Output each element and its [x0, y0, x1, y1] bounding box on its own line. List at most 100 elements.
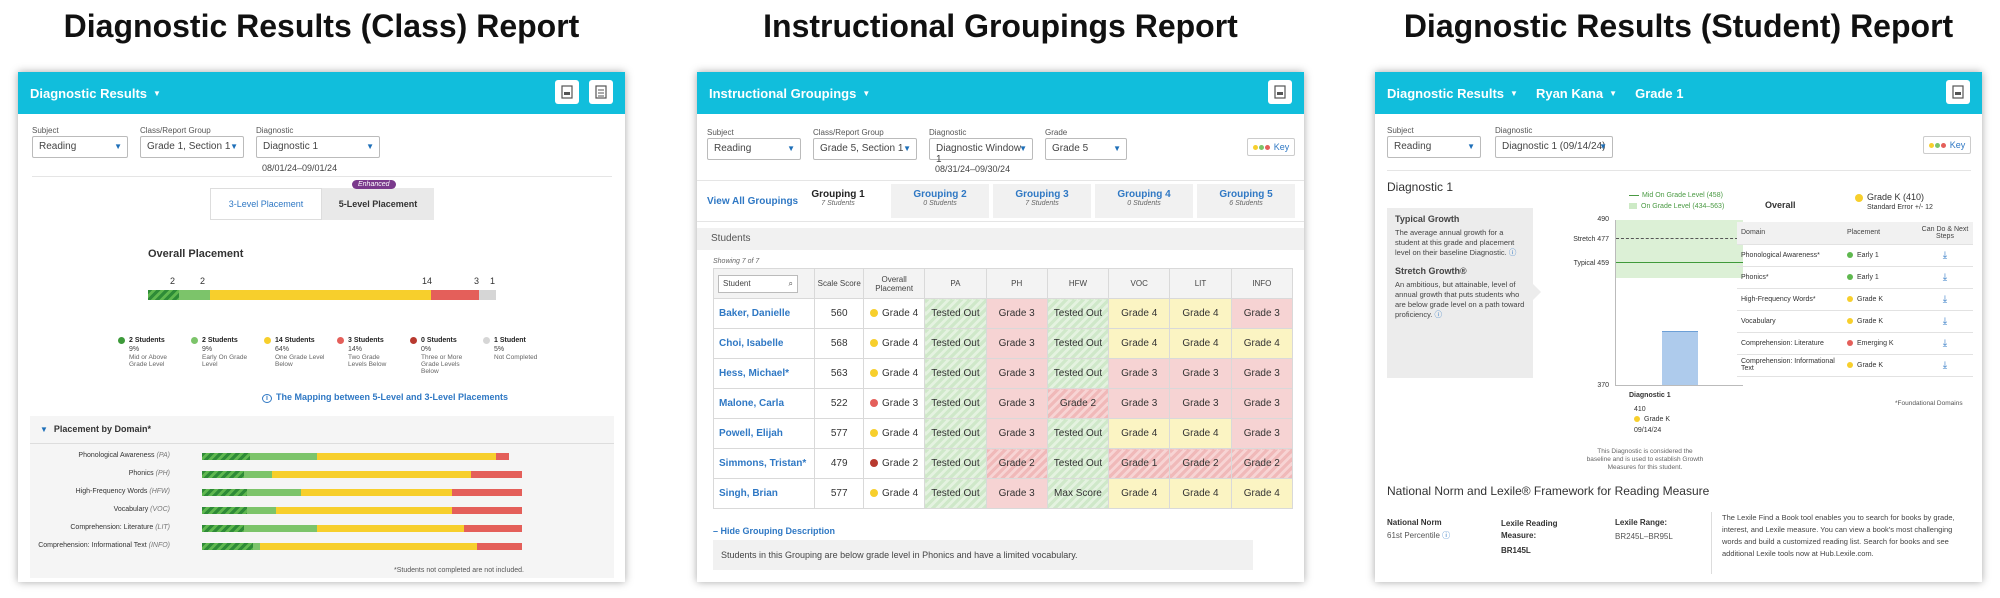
pdf-icon[interactable] — [1268, 80, 1292, 104]
bar-count-1: 2 — [170, 276, 176, 286]
hfw-cell: Grade 2 — [1046, 388, 1110, 419]
subject-select[interactable]: Reading ▼ — [1387, 136, 1481, 158]
group-select[interactable]: Grade 1, Section 1 ▼ — [140, 136, 244, 158]
grade-select[interactable]: Grade 5 ▼ — [1045, 138, 1127, 160]
overall-bar-segment — [179, 290, 210, 300]
view-all-groupings-link[interactable]: View All Groupings — [707, 196, 799, 207]
voc-header[interactable]: VOC — [1108, 268, 1171, 299]
bar-label: Diagnostic 1 — [1629, 392, 1671, 399]
domain-bar-segment — [317, 453, 497, 460]
student-name-link[interactable]: Singh, Brian — [712, 478, 816, 509]
student-report-panel: Diagnostic Results ▼ Ryan Kana ▼ Grade 1 S… — [1375, 72, 1982, 582]
student-name-link[interactable]: Choi, Isabelle — [712, 328, 816, 359]
domain-bar-segment — [202, 543, 254, 550]
download-arrow-icon[interactable]: ⤓ — [1917, 310, 1973, 333]
pdf-icon[interactable] — [1946, 80, 1970, 104]
score-header[interactable]: Scale Score — [814, 268, 865, 299]
table-row[interactable]: Baker, Danielle 560 Grade 4 Tested Out Grade… — [712, 298, 1294, 329]
domain-row: High-Frequency Words* Grade K ⤓ — [1737, 288, 1973, 311]
domain-bar-segment — [470, 471, 522, 478]
table-row[interactable]: Choi, Isabelle 568 Grade 4 Tested Out Grade … — [712, 328, 1294, 359]
hide-description-link[interactable]: – Hide Grouping Description — [713, 526, 836, 536]
domain-name: Comprehension: Literature — [1737, 332, 1843, 355]
subject-select[interactable]: Reading ▼ — [707, 138, 801, 160]
export-icon[interactable] — [589, 80, 613, 104]
domain-section-header[interactable]: ▼ Placement by Domain* — [30, 416, 614, 444]
diagnostic-results-menu[interactable]: Diagnostic Results ▼ — [30, 85, 161, 101]
diagnostic-select[interactable]: Diagnostic Window 1 ▼ — [929, 138, 1033, 165]
three-level-toggle[interactable]: 3-Level Placement — [210, 188, 322, 220]
subject-label: Subject — [707, 128, 734, 137]
download-arrow-icon[interactable]: ⤓ — [1917, 332, 1973, 355]
search-icon: ⌕ — [788, 278, 793, 288]
domain-bar-segment — [259, 543, 478, 550]
groupings-report-panel: Instructional Groupings ▼ Subject Reading… — [697, 72, 1304, 582]
voc-cell: Grade 4 — [1108, 298, 1171, 329]
student-name-link[interactable]: Simmons, Tristan* — [712, 448, 816, 479]
diagnostic-select[interactable]: Diagnostic 1 (09/14/24) ▼ — [1495, 136, 1613, 158]
download-arrow-icon[interactable]: ⤓ — [1917, 244, 1973, 267]
diagnostic-results-menu[interactable]: Diagnostic Results ▼ — [1387, 85, 1518, 101]
ph-header[interactable]: PH — [985, 268, 1048, 299]
info-cell: Grade 4 — [1230, 328, 1294, 359]
group-select[interactable]: Grade 5, Section 1 ▼ — [813, 138, 917, 160]
overall-placement: Grade 2 — [863, 448, 926, 479]
hfw-cell: Tested Out — [1046, 358, 1110, 389]
domain-name: Phonological Awareness* — [1737, 244, 1843, 267]
ph-cell: Grade 3 — [985, 328, 1048, 359]
subject-select[interactable]: Reading ▼ — [32, 136, 128, 158]
student-name-link[interactable]: Powell, Elijah — [712, 418, 816, 449]
domain-row: Phonological Awareness* Early 1 ⤓ — [1737, 244, 1973, 267]
domain-bar-segment — [202, 489, 247, 496]
domain-label: Comprehension: Literature (LIT) — [70, 524, 170, 531]
domain-placement: Grade K — [1843, 288, 1917, 311]
legend-item: 14 Students 64% One Grade Level Below — [264, 336, 337, 375]
download-arrow-icon[interactable]: ⤓ — [1917, 266, 1973, 289]
domain-label: Phonological Awareness (PA) — [78, 452, 170, 459]
table-row[interactable]: Malone, Carla 522 Grade 3 Tested Out Grade 3… — [712, 388, 1294, 419]
ph-cell: Grade 3 — [985, 358, 1048, 389]
student-name-link[interactable]: Baker, Danielle — [712, 298, 816, 329]
typical-growth-text: The average annual growth for a student … — [1395, 228, 1517, 257]
legend-item: 3 Students 14% Two Grade Levels Below — [337, 336, 410, 375]
info-header[interactable]: INFO — [1230, 268, 1294, 299]
domain-row: Phonics* Early 1 ⤓ — [1737, 266, 1973, 289]
student-menu[interactable]: Ryan Kana ▼ — [1535, 85, 1618, 101]
table-row[interactable]: Powell, Elijah 577 Grade 4 Tested Out Grade … — [712, 418, 1294, 449]
groupings-menu[interactable]: Instructional Groupings ▼ — [709, 85, 871, 101]
mapping-link[interactable]: i The Mapping between 5-Level and 3-Level… — [262, 392, 508, 403]
subject-label: Subject — [1387, 126, 1414, 135]
scale-score: 522 — [814, 388, 865, 419]
bar-count-2: 2 — [200, 276, 206, 286]
download-arrow-icon[interactable]: ⤓ — [1917, 288, 1973, 311]
student-name-link[interactable]: Hess, Michael* — [712, 358, 816, 389]
student-name-link[interactable]: Malone, Carla — [712, 388, 816, 419]
lit-header[interactable]: LIT — [1169, 268, 1232, 299]
lexile-measure-label: Lexile Reading Measure: — [1501, 519, 1558, 540]
pdf-icon[interactable] — [555, 80, 579, 104]
five-level-toggle[interactable]: 5-Level Placement — [322, 188, 434, 220]
diagnostic-select[interactable]: Diagnostic 1 ▼ — [256, 136, 380, 158]
ph-cell: Grade 3 — [985, 298, 1048, 329]
overall-header[interactable]: Overall Placement — [863, 268, 926, 299]
download-arrow-icon[interactable]: ⤓ — [1917, 354, 1973, 377]
table-row[interactable]: Simmons, Tristan* 479 Grade 2 Tested Out Gra… — [712, 448, 1294, 479]
stretch-line — [1616, 238, 1743, 239]
table-row[interactable]: Hess, Michael* 563 Grade 4 Tested Out Grade … — [712, 358, 1294, 389]
hfw-cell: Tested Out — [1046, 448, 1110, 479]
student-search-header[interactable]: Student ⌕ — [712, 268, 816, 299]
lit-cell: Grade 2 — [1169, 448, 1232, 479]
hfw-header[interactable]: HFW — [1046, 268, 1110, 299]
pa-cell: Tested Out — [924, 418, 987, 449]
key-button[interactable]: Key — [1923, 136, 1971, 154]
domain-bar — [202, 525, 522, 532]
class-report-panel: Diagnostic Results ▼ Subject Reading ▼ Cla… — [18, 72, 625, 582]
key-button[interactable]: Key — [1247, 138, 1295, 156]
pa-header[interactable]: PA — [924, 268, 987, 299]
